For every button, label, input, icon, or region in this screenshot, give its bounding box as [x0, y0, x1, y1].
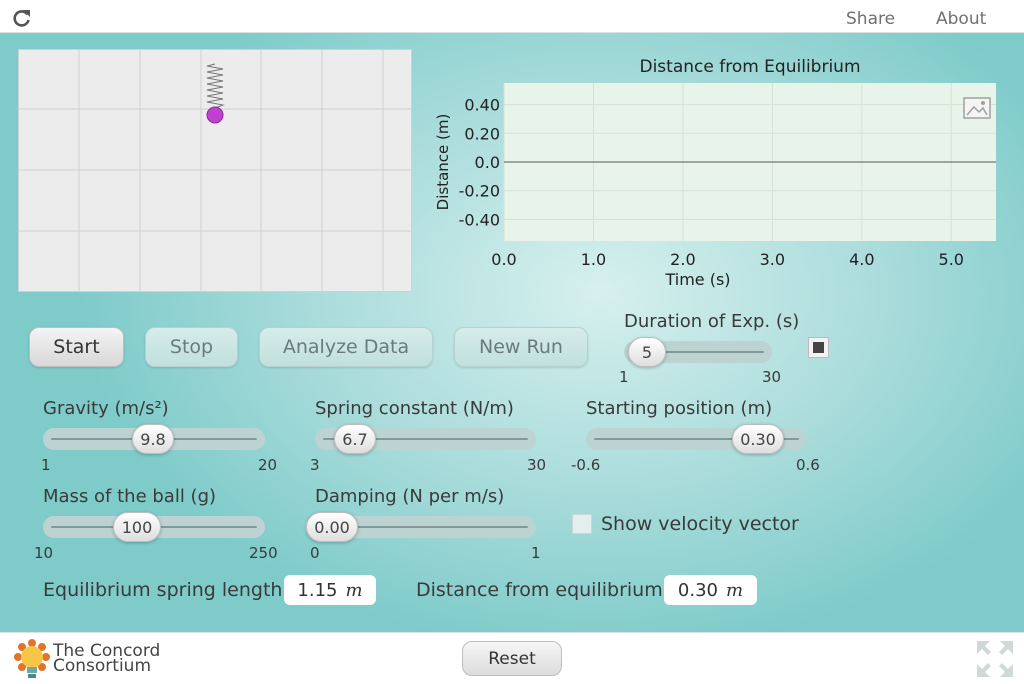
distance-from-equilibrium-value: 0.30 — [677, 579, 718, 601]
y-tick-label: 0.20 — [464, 124, 500, 143]
about-link[interactable]: About — [936, 9, 987, 29]
duration-max: 30 — [762, 368, 782, 386]
duration-min: 1 — [619, 368, 629, 386]
distance-chart: Distance from Equilibrium 0.40 0.20 0.0 -0.… — [428, 49, 1008, 299]
equilibrium-length-value: 1.15 — [297, 579, 338, 601]
duration-slider-handle[interactable]: 5 — [628, 337, 666, 367]
stop-square-icon[interactable] — [808, 337, 829, 358]
spring-constant-max: 30 — [527, 456, 547, 474]
starting-position-min: -0.6 — [571, 456, 601, 474]
damping-slider[interactable]: 0.00 — [305, 512, 536, 542]
spring-constant-min: 3 — [310, 456, 320, 474]
logo-line1: The Concord — [53, 641, 161, 661]
mass-slider[interactable]: 100 — [43, 512, 265, 542]
top-bar: Share About — [0, 0, 1024, 33]
y-tick-label: -0.40 — [459, 210, 500, 229]
damping-label: Damping (N per m/s) — [315, 486, 505, 507]
analyze-data-button[interactable]: Analyze Data — [259, 327, 433, 367]
concord-logo-icon[interactable] — [12, 637, 52, 681]
simulation-canvas — [19, 50, 411, 291]
distance-from-equilibrium-readout: 0.30 m — [664, 575, 757, 605]
share-link[interactable]: Share — [846, 9, 896, 29]
gravity-slider[interactable]: 9.8 — [43, 424, 265, 454]
gravity-min: 1 — [41, 456, 51, 474]
footer: The Concord Consortium Reset — [0, 632, 1024, 684]
damping-slider-handle[interactable]: 0.00 — [306, 512, 358, 542]
fullscreen-icon[interactable] — [976, 640, 1014, 678]
x-tick-label: 4.0 — [849, 250, 874, 269]
new-run-button[interactable]: New Run — [454, 327, 588, 367]
duration-slider[interactable]: 5 — [624, 337, 772, 367]
equilibrium-length-label: Equilibrium spring length — [43, 579, 283, 601]
gravity-slider-handle[interactable]: 9.8 — [132, 424, 174, 454]
mass-min: 10 — [34, 544, 54, 562]
x-tick-label: 5.0 — [939, 250, 964, 269]
main-area: Distance from Equilibrium 0.40 0.20 0.0 -0.… — [0, 33, 1024, 632]
simulation-view — [18, 49, 412, 292]
logo-text[interactable]: The Concord Consortium — [53, 641, 161, 676]
distance-from-equilibrium-label: Distance from equilibrium — [416, 579, 663, 601]
x-axis-label: Time (s) — [664, 270, 730, 289]
y-tick-label: 0.0 — [475, 153, 500, 172]
duration-label: Duration of Exp. (s) — [624, 311, 800, 332]
mass-slider-handle[interactable]: 100 — [113, 512, 161, 542]
x-tick-label: 2.0 — [670, 250, 695, 269]
spring-constant-label: Spring constant (N/m) — [315, 398, 514, 419]
velocity-vector-checkbox[interactable] — [572, 514, 592, 534]
damping-min: 0 — [310, 544, 320, 562]
reset-button[interactable]: Reset — [462, 641, 562, 676]
logo-line2: Consortium — [53, 656, 152, 676]
reload-icon[interactable] — [12, 8, 32, 28]
equilibrium-length-readout: 1.15 m — [284, 575, 376, 605]
mass-label: Mass of the ball (g) — [43, 486, 217, 507]
gravity-label: Gravity (m/s²) — [43, 398, 169, 419]
starting-position-slider-handle[interactable]: 0.30 — [732, 424, 784, 454]
starting-position-max: 0.6 — [796, 456, 820, 474]
x-tick-label: 3.0 — [760, 250, 785, 269]
ball[interactable] — [206, 106, 224, 124]
stop-button[interactable]: Stop — [145, 327, 238, 367]
mass-max: 250 — [249, 544, 278, 562]
distance-from-equilibrium-unit: m — [726, 579, 744, 601]
equilibrium-length-unit: m — [345, 579, 363, 601]
spring-constant-slider-handle[interactable]: 6.7 — [334, 424, 376, 454]
damping-max: 1 — [531, 544, 541, 562]
spring — [206, 63, 225, 109]
image-icon[interactable] — [963, 97, 991, 119]
y-tick-label: -0.20 — [459, 182, 500, 201]
gravity-max: 20 — [258, 456, 278, 474]
chart-title: Distance from Equilibrium — [639, 57, 860, 77]
x-tick-label: 0.0 — [491, 250, 516, 269]
starting-position-label: Starting position (m) — [586, 398, 773, 419]
y-axis-label: Distance (m) — [434, 114, 452, 211]
chart-svg: Distance from Equilibrium 0.40 0.20 0.0 -0.… — [434, 57, 996, 289]
y-tick-label: 0.40 — [464, 96, 500, 115]
spring-constant-slider[interactable]: 6.7 — [315, 424, 536, 454]
velocity-vector-label[interactable]: Show velocity vector — [601, 513, 799, 535]
starting-position-slider[interactable]: 0.30 — [586, 424, 807, 454]
start-button[interactable]: Start — [29, 327, 124, 367]
x-tick-label: 1.0 — [581, 250, 606, 269]
